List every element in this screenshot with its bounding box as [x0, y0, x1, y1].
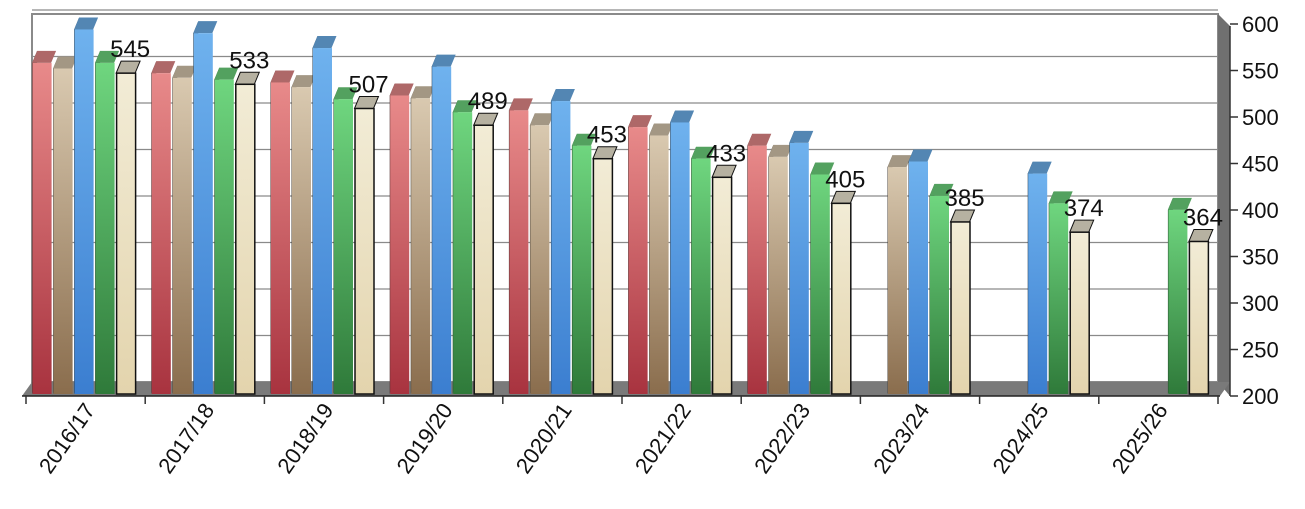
x-tick-label: 2024/25	[988, 399, 1054, 478]
x-tick-label: 2017/18	[153, 399, 219, 478]
data-label: 385	[945, 185, 985, 212]
data-label: 545	[110, 36, 150, 63]
x-tick-label: 2016/17	[34, 399, 100, 478]
x-tick-label: 2023/24	[868, 399, 934, 478]
y-tick-label: 200	[1242, 384, 1279, 409]
x-axis: 2016/17 2017/18 2018/19 2019/20 2020/21 2021/…	[26, 396, 1218, 478]
y-tick-label: 500	[1242, 105, 1279, 130]
y-tick-label: 350	[1242, 245, 1279, 270]
x-tick-label: 2019/20	[392, 399, 458, 478]
data-label: 374	[1064, 195, 1104, 222]
data-label: 533	[229, 47, 269, 74]
y-tick-label: 600	[1242, 12, 1279, 37]
data-label: 405	[825, 166, 865, 193]
y-axis: 200 250 300 350 400 450 500 550 600	[1230, 12, 1279, 409]
data-label: 433	[706, 140, 746, 167]
data-label: 364	[1183, 204, 1223, 231]
y-tick-label: 300	[1242, 291, 1279, 316]
data-label: 489	[468, 88, 508, 115]
x-tick-label: 2021/22	[630, 399, 696, 478]
x-tick-label: 2020/21	[511, 399, 577, 478]
x-tick-label: 2018/19	[272, 399, 338, 478]
y-tick-label: 550	[1242, 59, 1279, 84]
y-tick-label: 400	[1242, 198, 1279, 223]
y-tick-label: 450	[1242, 152, 1279, 177]
x-tick-label: 2025/26	[1107, 399, 1173, 478]
x-tick-label: 2022/23	[749, 399, 815, 478]
data-label: 507	[349, 71, 389, 98]
data-label: 453	[587, 122, 627, 149]
y-tick-label: 250	[1242, 338, 1279, 363]
